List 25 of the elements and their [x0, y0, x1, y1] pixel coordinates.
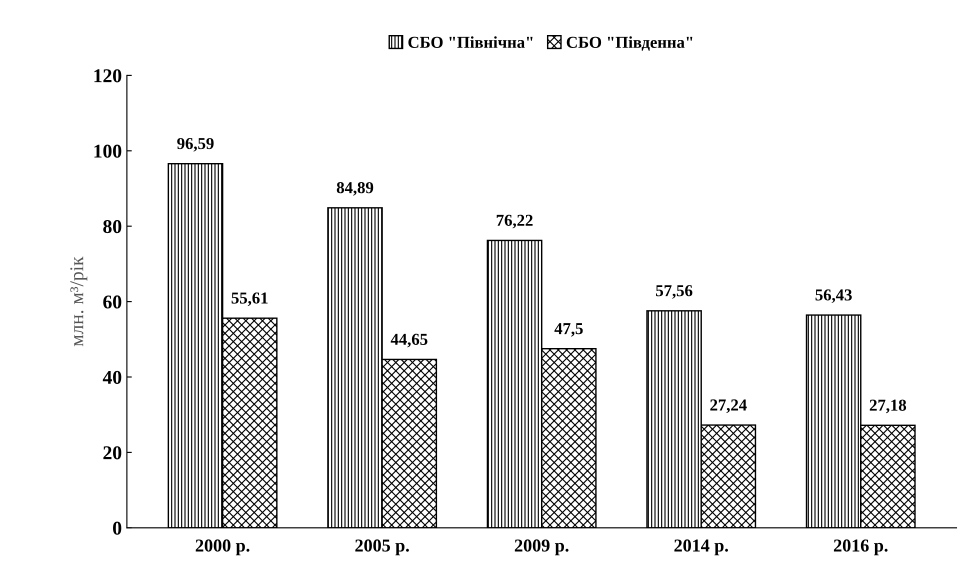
- data-label: 57,56: [656, 285, 692, 299]
- legend-label: СБО "Південна": [566, 36, 692, 51]
- y-tick-label: 0: [113, 522, 122, 535]
- x-tick-label: 2000 р.: [196, 539, 250, 556]
- data-label: 96,59: [177, 138, 214, 152]
- y-tick-label: 20: [103, 446, 122, 460]
- x-tick-label: 2016 р.: [834, 539, 888, 556]
- data-label: 44,65: [390, 334, 428, 348]
- y-tick-label: 60: [103, 295, 122, 309]
- y-tick-label: 80: [103, 220, 122, 234]
- x-tick-label: 2009 р.: [514, 539, 568, 556]
- data-label: 84,89: [336, 182, 374, 196]
- y-axis-title: млн. м³/рік: [70, 256, 88, 346]
- y-tick-label: 100: [94, 144, 122, 158]
- x-tick-label: 2014 р.: [674, 539, 728, 556]
- data-label: 76,22: [496, 214, 533, 228]
- data-label: 56,43: [816, 289, 852, 303]
- data-label: 55,61: [232, 292, 268, 306]
- y-tick-label: 120: [94, 69, 122, 82]
- x-tick-label: 2005 р.: [355, 539, 409, 556]
- y-tick-label: 40: [102, 370, 122, 384]
- data-label: 27,18: [870, 400, 906, 414]
- data-label: 47,5: [554, 323, 583, 337]
- data-label: 27,24: [710, 399, 747, 414]
- legend-label: СБО "Північна": [408, 36, 532, 48]
